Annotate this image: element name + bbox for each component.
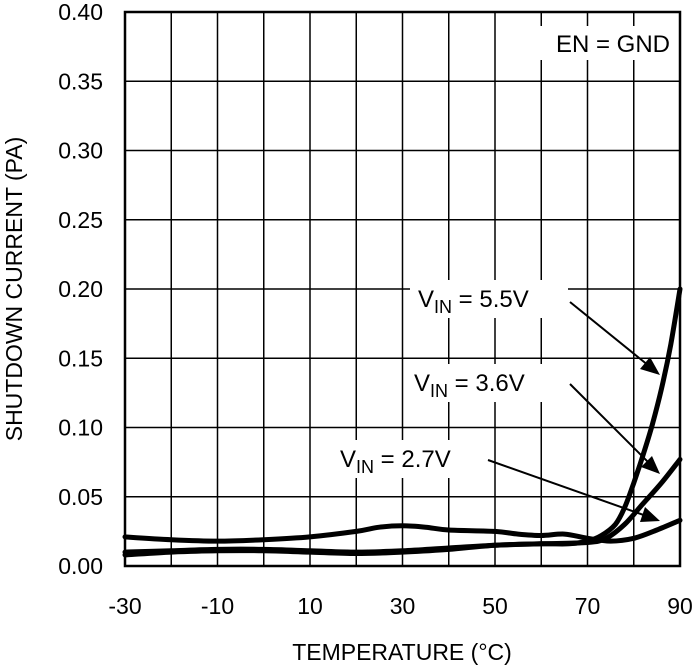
series-line-3v6 (122, 456, 683, 555)
x-tick-label: 10 (297, 593, 323, 619)
x-axis-ticks: -30 -10 10 30 50 70 90 (108, 593, 692, 619)
y-tick-label: 0.00 (58, 553, 103, 579)
x-tick-label: -10 (201, 593, 234, 619)
arrow-5v5 (569, 301, 655, 371)
x-tick-label: 50 (482, 593, 508, 619)
x-tick-label: 90 (667, 593, 693, 619)
series-label-3v6: VIN = 3.6V (414, 370, 525, 401)
series-lines (122, 286, 683, 558)
series-line-2v7 (122, 517, 683, 544)
y-tick-label: 0.20 (58, 276, 103, 302)
arrow-3v6 (569, 383, 655, 469)
condition-label-bg (526, 26, 674, 60)
arrow-2v7 (487, 459, 653, 519)
x-tick-label: -30 (108, 593, 141, 619)
x-tick-label: 70 (575, 593, 601, 619)
y-axis-title: SHUTDOWN CURRENT (PA) (1, 137, 27, 442)
y-tick-label: 0.25 (58, 207, 103, 233)
series-label-2v7: VIN = 2.7V (340, 446, 451, 477)
y-tick-label: 0.40 (58, 0, 103, 25)
y-tick-label: 0.10 (58, 415, 103, 441)
arrowhead-2v7 (640, 507, 660, 522)
y-tick-label: 0.15 (58, 345, 103, 371)
arrowhead-3v6 (641, 456, 660, 474)
y-tick-label: 0.30 (58, 138, 103, 164)
x-tick-label: 30 (390, 593, 416, 619)
arrowhead-5v5 (640, 357, 660, 375)
condition-label: EN = GND (556, 31, 670, 58)
series-label-5v5: VIN = 5.5V (418, 286, 529, 317)
y-axis-ticks: 0.00 0.05 0.10 0.15 0.20 0.25 0.30 0.35 0.40 (58, 0, 103, 579)
grid (124, 11, 681, 567)
label-bg-3v6 (410, 364, 566, 402)
y-tick-label: 0.05 (58, 484, 103, 510)
label-bg-5v5 (410, 280, 568, 318)
label-bg-2v7 (336, 440, 488, 478)
y-tick-label: 0.35 (58, 68, 103, 94)
leader-arrows (487, 301, 660, 522)
x-axis-title: TEMPERATURE (°C) (292, 639, 512, 665)
